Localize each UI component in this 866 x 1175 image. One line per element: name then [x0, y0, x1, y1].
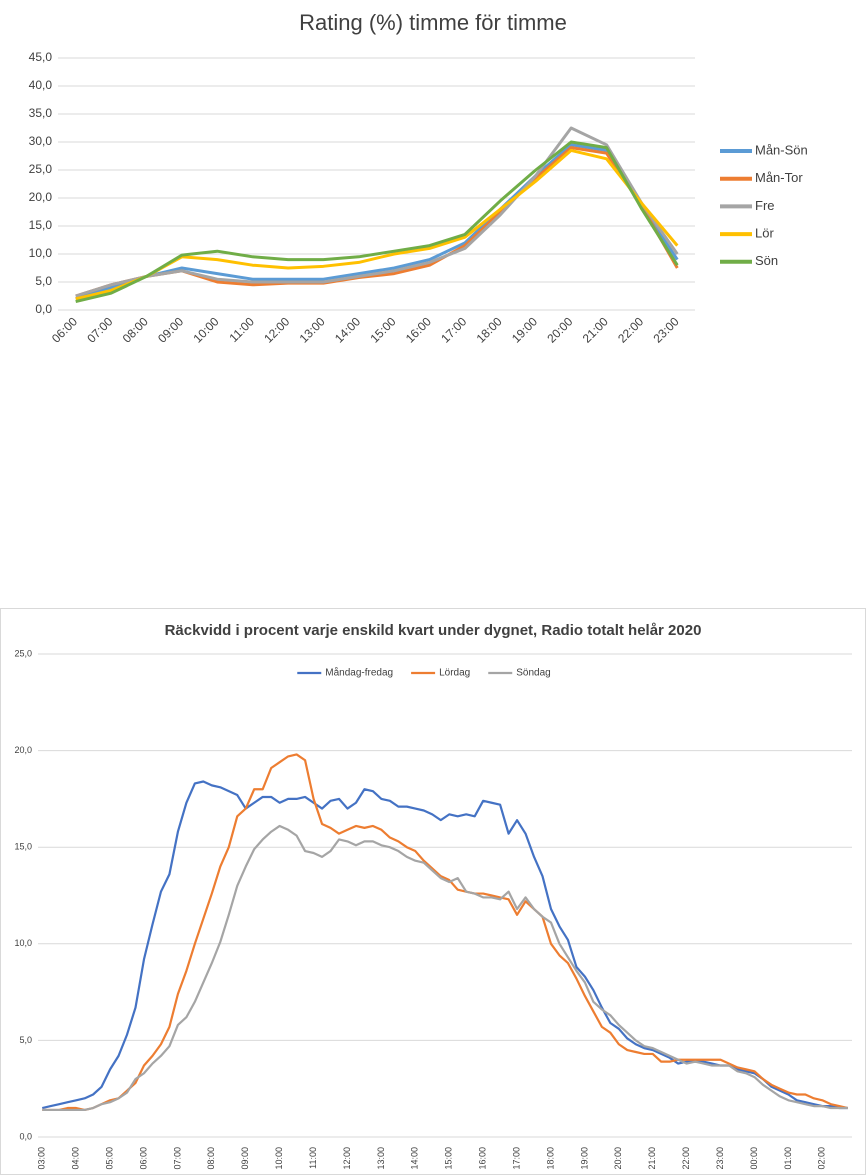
series-line — [42, 824, 848, 1112]
y-tick-label: 5,0 — [19, 1035, 32, 1045]
y-tick-label: 0,0 — [19, 1131, 32, 1141]
y-tick-label: 5,0 — [35, 274, 52, 288]
x-tick-label: 23:00 — [651, 314, 682, 345]
legend-label: Lör — [755, 226, 774, 241]
x-tick-label: 06:00 — [49, 314, 80, 345]
legend-label: Mån-Sön — [755, 142, 808, 157]
chart-title: Räckvidd i procent varje enskild kvart u… — [165, 622, 702, 639]
x-tick-label: 10:00 — [190, 314, 221, 345]
legend-label: Fre — [755, 198, 775, 213]
y-tick-label: 30,0 — [29, 134, 53, 148]
x-tick-label: 05:00 — [104, 1147, 114, 1170]
y-tick-label: 15,0 — [29, 218, 53, 232]
series-line — [75, 126, 679, 298]
y-tick-label: 20,0 — [14, 745, 32, 755]
y-tick-label: 15,0 — [14, 842, 32, 852]
x-tick-label: 16:00 — [478, 1147, 488, 1170]
x-tick-label: 15:00 — [444, 1147, 454, 1170]
x-tick-label: 20:00 — [544, 314, 575, 345]
x-tick-label: 11:00 — [226, 314, 257, 345]
y-tick-label: 25,0 — [29, 162, 53, 176]
x-tick-label: 08:00 — [206, 1147, 216, 1170]
x-tick-label: 09:00 — [155, 314, 186, 345]
y-tick-label: 20,0 — [29, 190, 53, 204]
x-tick-label: 21:00 — [580, 314, 611, 345]
x-tick-label: 22:00 — [681, 1147, 691, 1170]
series-line — [42, 753, 849, 1112]
chart-frame — [0, 608, 866, 1175]
x-tick-label: 19:00 — [579, 1147, 589, 1170]
y-tick-label: 0,0 — [35, 302, 52, 316]
x-tick-label: 13:00 — [297, 314, 328, 345]
y-tick-label: 35,0 — [29, 106, 53, 120]
legend-label: Lördag — [439, 668, 470, 679]
legend-label: Mån-Tor — [755, 170, 803, 185]
x-tick-label: 01:00 — [783, 1147, 793, 1170]
y-tick-label: 10,0 — [29, 246, 53, 260]
y-tick-label: 10,0 — [14, 938, 32, 948]
y-tick-label: 45,0 — [29, 50, 53, 64]
x-tick-label: 07:00 — [172, 1147, 182, 1170]
x-tick-label: 14:00 — [410, 1147, 420, 1170]
x-tick-label: 18:00 — [474, 314, 505, 345]
x-tick-label: 07:00 — [84, 314, 115, 345]
legend-label: Måndag-fredag — [325, 667, 393, 679]
x-tick-label: 02:00 — [817, 1147, 827, 1170]
x-tick-label: 14:00 — [332, 314, 363, 345]
x-tick-label: 13:00 — [376, 1147, 386, 1170]
x-tick-label: 12:00 — [342, 1147, 352, 1170]
series-line — [41, 780, 848, 1110]
chart-title: Rating (%) timme för timme — [299, 10, 567, 35]
x-tick-label: 00:00 — [749, 1147, 759, 1170]
x-tick-label: 12:00 — [261, 314, 292, 345]
legend-label: Sön — [755, 253, 778, 268]
x-tick-label: 06:00 — [138, 1147, 148, 1170]
x-tick-label: 15:00 — [367, 314, 398, 345]
x-tick-label: 19:00 — [509, 314, 540, 345]
y-tick-label: 25,0 — [14, 648, 32, 658]
x-tick-label: 22:00 — [615, 314, 646, 345]
x-tick-label: 20:00 — [613, 1147, 623, 1170]
x-tick-label: 23:00 — [715, 1147, 725, 1170]
series-line — [75, 143, 679, 301]
x-tick-label: 10:00 — [274, 1147, 284, 1170]
x-tick-label: 21:00 — [647, 1147, 657, 1170]
x-tick-label: 16:00 — [403, 314, 434, 345]
x-tick-label: 11:00 — [308, 1147, 318, 1169]
x-tick-label: 04:00 — [71, 1147, 81, 1170]
x-tick-label: 17:00 — [438, 314, 469, 345]
x-tick-label: 09:00 — [240, 1147, 250, 1170]
legend-label: Söndag — [516, 668, 550, 679]
x-tick-label: 17:00 — [511, 1147, 521, 1170]
x-tick-label: 08:00 — [120, 314, 151, 345]
series-line — [75, 140, 679, 304]
y-tick-label: 40,0 — [29, 78, 53, 92]
x-tick-label: 03:00 — [37, 1147, 47, 1170]
x-tick-label: 18:00 — [545, 1147, 555, 1170]
